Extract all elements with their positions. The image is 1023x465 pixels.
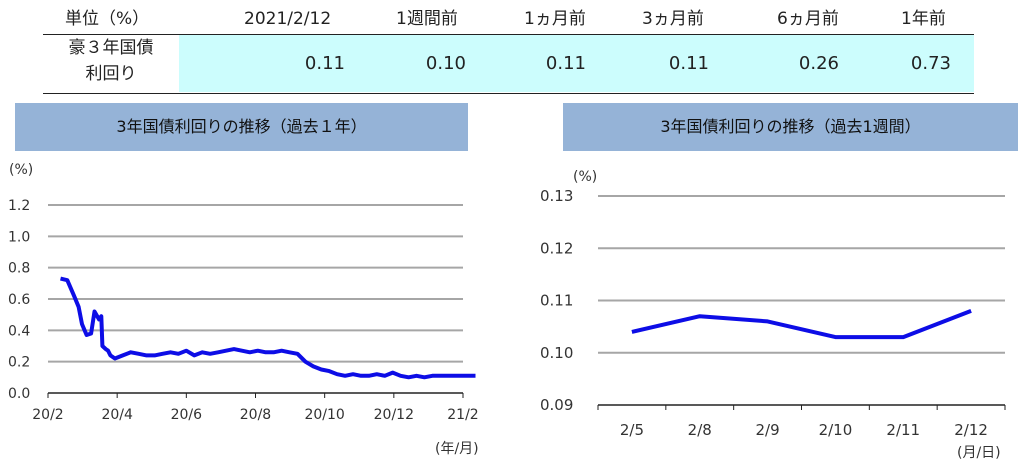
chart1-x-tick-label: 20/4	[101, 407, 133, 423]
chart2-x-tick-label: 2/12	[954, 421, 988, 439]
chart1-x-tick-label: 20/2	[32, 407, 63, 423]
chart2-x-tick-label: 2/5	[620, 421, 644, 439]
chart1-y-tick-label: 0.2	[8, 355, 30, 371]
chart2-series-line	[631, 309, 972, 340]
header-1-year-ago: 1年前	[901, 9, 946, 29]
chart1-x-tick-label: 20/8	[240, 407, 271, 423]
chart1-y-tick-label: 0.6	[8, 292, 30, 308]
chart1-y-tick-label: 0.8	[8, 261, 30, 277]
chart2-x-tick-label: 2/8	[688, 421, 712, 439]
value-1-week-ago: 0.10	[425, 53, 466, 74]
chart2-x-tick-label: 2/9	[756, 421, 780, 439]
chart2-x-tick-label: 2/10	[819, 421, 853, 439]
chart1-x-unit: (年/月)	[435, 441, 479, 457]
table-data-row: 豪３年国債 利回り 0.11 0.10 0.11 0.11 0.26 0.73	[43, 35, 974, 92]
chart2-y-tick-label: 0.13	[540, 187, 573, 205]
chart2-x-unit: (月/日)	[957, 445, 1001, 461]
chart2-title: 3年国債利回りの推移（過去1週間）	[563, 103, 1018, 151]
table-header-row: 単位（%） 2021/2/12 1週間前 1ヵ月前 3ヵ月前 6ヵ月前 1年前	[43, 4, 974, 35]
chart1-y-tick-label: 1.2	[8, 198, 30, 214]
chart2-y-tick-label: 0.11	[540, 292, 573, 310]
header-3-months-ago: 3ヵ月前	[642, 9, 704, 29]
chart1-x-tick-label: 20/6	[171, 407, 203, 423]
chart1-y-unit: (%)	[9, 162, 33, 178]
row-label: 豪３年国債 利回り	[43, 35, 179, 92]
chart1-title: 3年国債利回りの推移（過去１年）	[15, 103, 468, 151]
chart1-x-tick-label: 20/12	[374, 407, 414, 423]
row-label-line1: 豪３年国債	[68, 38, 154, 58]
chart1-y-tick-label: 0.4	[8, 323, 30, 339]
chart1-series-line	[60, 276, 476, 380]
header-6-months-ago: 6ヵ月前	[777, 9, 839, 29]
chart2-plot: (%) (月/日) 0.09 0.10 0.11 0.12 0.13 2/5 2/8 2/9…	[540, 169, 1006, 461]
value-3-months-ago: 0.11	[668, 53, 709, 74]
chart1-plot: (%) (年/月) 0.0 0.2 0.4 0.6 0.8 1.0 1.2 20/2 20/4…	[8, 162, 479, 457]
value-1-month-ago: 0.11	[545, 53, 586, 74]
value-1-year-ago: 0.73	[910, 53, 951, 74]
value-6-months-ago: 0.26	[798, 53, 839, 74]
row-label-line2: 利回り	[85, 64, 137, 84]
header-date: 2021/2/12	[244, 9, 332, 29]
chart2-x-tick-label: 2/11	[886, 421, 920, 439]
header-1-week-ago: 1週間前	[396, 9, 458, 29]
chart1-y-tick-label: 1.0	[8, 229, 30, 245]
header-unit: 単位（%）	[65, 9, 150, 29]
chart1-x-tick-label: 20/10	[304, 407, 344, 423]
yield-table: 単位（%） 2021/2/12 1週間前 1ヵ月前 3ヵ月前 6ヵ月前 1年前 …	[43, 0, 974, 94]
chart1-x-tick-label: 21/2	[447, 407, 478, 423]
chart2-y-unit: (%)	[573, 169, 597, 185]
value-band	[179, 35, 974, 92]
value-current: 0.11	[304, 53, 345, 74]
chart2-y-tick-label: 0.12	[540, 239, 573, 257]
chart2-y-tick-label: 0.09	[540, 396, 573, 414]
chart1-y-tick-label: 0.0	[8, 386, 30, 402]
header-1-month-ago: 1ヵ月前	[524, 9, 586, 29]
chart2-y-tick-label: 0.10	[540, 344, 573, 362]
